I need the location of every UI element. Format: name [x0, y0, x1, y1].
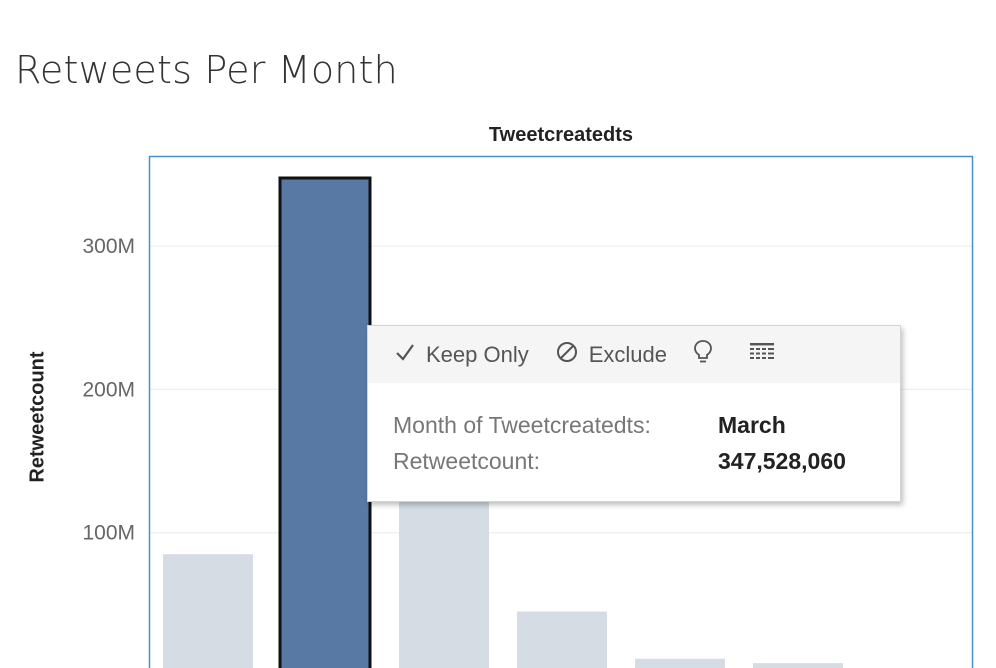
chart-title: Retweets Per Month [15, 48, 398, 92]
tooltip-key: Retweetcount: [393, 447, 541, 474]
exclude-icon [555, 340, 579, 370]
lightbulb-icon [693, 339, 713, 371]
keep-only-label: Keep Only [426, 341, 529, 367]
tooltip[interactable]: Keep Only Exclude [367, 325, 901, 502]
bar[interactable] [635, 658, 725, 668]
y-tick-label: 300M [82, 235, 135, 258]
tooltip-toolbar: Keep Only Exclude [368, 326, 900, 383]
exclude-label: Exclude [588, 341, 668, 367]
plot-frame [148, 155, 974, 668]
y-tick-label: 100M [82, 522, 135, 545]
y-tick-label: 0M [106, 665, 135, 668]
explain-data-button[interactable] [693, 339, 723, 371]
bar-selected[interactable] [278, 176, 372, 668]
keep-only-button[interactable]: Keep Only [394, 341, 529, 369]
tooltip-body: Month of Tweetcreatedts: March Retweetco… [368, 383, 900, 479]
bar[interactable] [517, 611, 607, 668]
view-data-icon [749, 342, 775, 368]
check-icon [394, 341, 416, 369]
bar[interactable] [163, 554, 253, 668]
bar[interactable] [753, 663, 843, 668]
y-tick-label: 200M [82, 378, 135, 401]
tooltip-value: March [718, 411, 786, 438]
bar[interactable] [399, 496, 489, 668]
tooltip-key: Month of Tweetcreatedts: [393, 411, 651, 438]
column-header: Tweetcreatedts [488, 124, 634, 146]
tooltip-row-month: Month of Tweetcreatedts: March [393, 407, 900, 443]
tooltip-row-retweetcount: Retweetcount: 347,528,060 [393, 443, 900, 479]
tooltip-value: 347,528,060 [718, 447, 846, 474]
view-data-button[interactable] [749, 342, 785, 368]
exclude-button[interactable]: Exclude [555, 340, 667, 370]
